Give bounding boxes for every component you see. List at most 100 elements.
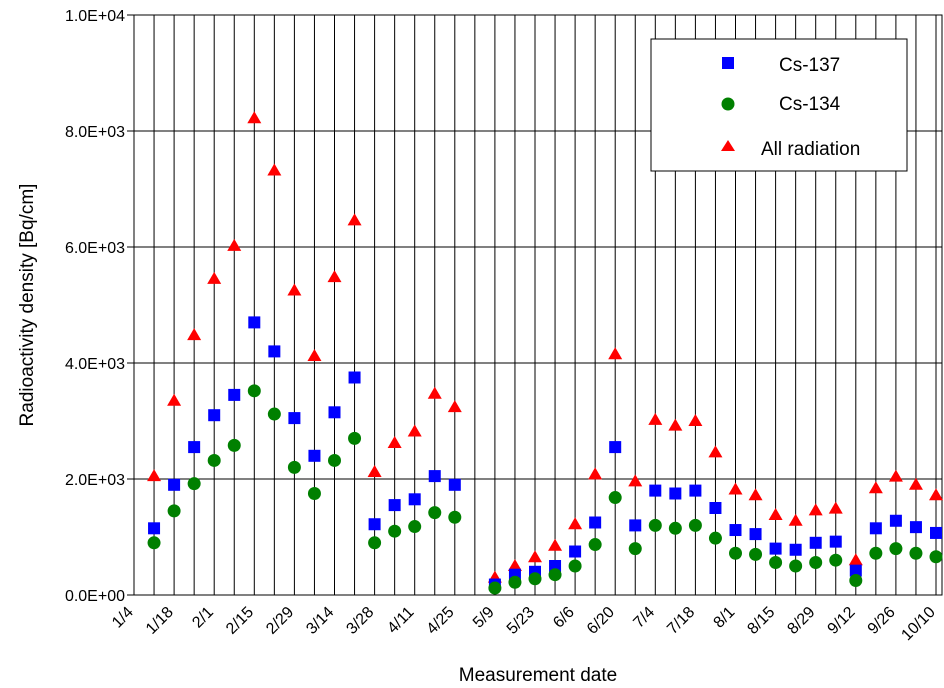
cs137-point xyxy=(168,478,181,491)
x-tick-label: 4/11 xyxy=(384,604,417,637)
all-radiation-point xyxy=(367,465,382,478)
x-axis-ticks: 1/4 1/18 2/1 2/15 2/29 3/14 3/28 4/11 4/25 5/9 5/2… xyxy=(109,604,939,644)
all-radiation-point xyxy=(628,474,643,487)
all-radiation-point xyxy=(387,436,402,449)
series-cs-134 xyxy=(147,384,943,595)
cs137-point xyxy=(569,545,582,558)
x-tick-label: 6/6 xyxy=(550,604,578,632)
all-radiation-point xyxy=(868,481,883,494)
cs137-point xyxy=(829,535,842,548)
cs137-point xyxy=(148,522,161,535)
all-radiation-point xyxy=(748,488,763,501)
cs134-point xyxy=(548,568,562,582)
cs134-point xyxy=(929,550,943,564)
cs137-point xyxy=(188,441,201,454)
cs134-point xyxy=(809,556,823,570)
all-radiation-point xyxy=(247,111,262,124)
cs134-point xyxy=(608,491,622,505)
cs137-point xyxy=(248,316,261,329)
x-axis-title: Measurement date xyxy=(459,665,617,686)
y-axis-title: Radioactivity density [Bq/cm] xyxy=(17,184,38,427)
all-radiation-point xyxy=(568,517,583,530)
cs134-point xyxy=(368,536,382,550)
cs137-point xyxy=(629,519,642,532)
x-tick-label: 7/18 xyxy=(664,604,698,638)
all-radiation-point xyxy=(427,386,442,399)
all-radiation-point xyxy=(347,213,362,226)
cs134-point xyxy=(267,407,281,421)
legend: Cs-137 Cs-134 All radiation xyxy=(650,38,908,172)
cs137-point xyxy=(228,388,241,401)
cs137-point xyxy=(849,564,862,577)
x-tick-label: 2/1 xyxy=(189,604,217,632)
plot-frame xyxy=(133,14,943,596)
cs137-point xyxy=(649,484,662,497)
cs134-point xyxy=(708,531,722,545)
all-radiation-point xyxy=(908,477,923,490)
cs134-point xyxy=(729,546,742,560)
series-cs-137 xyxy=(148,316,942,591)
cs137-point xyxy=(769,542,782,555)
cs134-point xyxy=(749,547,763,561)
cs137-point xyxy=(308,449,321,462)
all-radiation-point xyxy=(828,501,843,514)
x-tick-label: 2/15 xyxy=(223,604,257,638)
data-points xyxy=(147,111,943,595)
all-radiation-point xyxy=(528,550,542,563)
all-radiation-point xyxy=(688,414,703,426)
cs134-point xyxy=(869,546,883,560)
cs137-point xyxy=(589,516,602,529)
all-radiation-point xyxy=(507,559,522,571)
x-tick-label: 8/1 xyxy=(711,604,739,632)
all-radiation-point xyxy=(708,445,723,458)
legend-label-all-radiation: All radiation xyxy=(761,139,860,160)
all-radiation-point xyxy=(207,271,222,284)
cs137-point xyxy=(428,470,441,483)
cs134-point xyxy=(348,431,362,445)
cs134-point xyxy=(648,518,662,532)
cs137-point xyxy=(749,528,762,541)
cs137-point xyxy=(609,441,622,454)
all-radiation-point xyxy=(167,393,182,406)
cs134-point xyxy=(789,559,803,573)
all-radiation-point xyxy=(588,467,603,480)
all-radiation-point xyxy=(287,283,302,296)
x-tick-label: 4/25 xyxy=(424,604,458,638)
all-radiation-point xyxy=(327,270,342,283)
all-radiation-point xyxy=(447,400,462,413)
cs137-point xyxy=(669,487,682,500)
all-radiation-point xyxy=(768,507,783,520)
x-tick-label: 3/14 xyxy=(303,604,337,638)
cs137-point xyxy=(909,521,922,534)
x-tick-label: 8/29 xyxy=(784,604,818,638)
cs134-point xyxy=(909,546,923,560)
cs134-point xyxy=(829,553,843,567)
cs137-point xyxy=(208,409,221,422)
cs134-point xyxy=(388,524,402,538)
cs137-point xyxy=(388,499,401,512)
x-tick-label: 5/23 xyxy=(504,604,538,638)
all-radiation-point xyxy=(267,163,282,176)
x-tick-label: 5/9 xyxy=(470,604,498,632)
all-radiation-point xyxy=(808,503,823,516)
cs134-point xyxy=(889,542,903,556)
x-tick-label: 9/26 xyxy=(865,604,899,638)
cs137-point xyxy=(368,518,381,531)
y-tick-label: 0.0E+00 xyxy=(65,588,125,605)
cs134-point xyxy=(307,487,321,500)
legend-marker-cs137 xyxy=(722,57,734,69)
legend-marker-all-radiation xyxy=(721,140,735,151)
cs137-point xyxy=(869,522,882,535)
legend-label-cs134: Cs-134 xyxy=(779,94,841,115)
series-all-radiation xyxy=(147,111,943,583)
cs134-point xyxy=(428,506,442,520)
cs134-point xyxy=(528,572,542,586)
cs137-point xyxy=(930,526,942,539)
x-tick-label: 1/4 xyxy=(109,604,137,632)
cs134-point xyxy=(628,542,642,556)
all-radiation-point xyxy=(929,488,943,501)
x-tick-label: 7/4 xyxy=(630,604,658,632)
cs137-point xyxy=(889,514,902,527)
cs134-point xyxy=(448,510,462,524)
